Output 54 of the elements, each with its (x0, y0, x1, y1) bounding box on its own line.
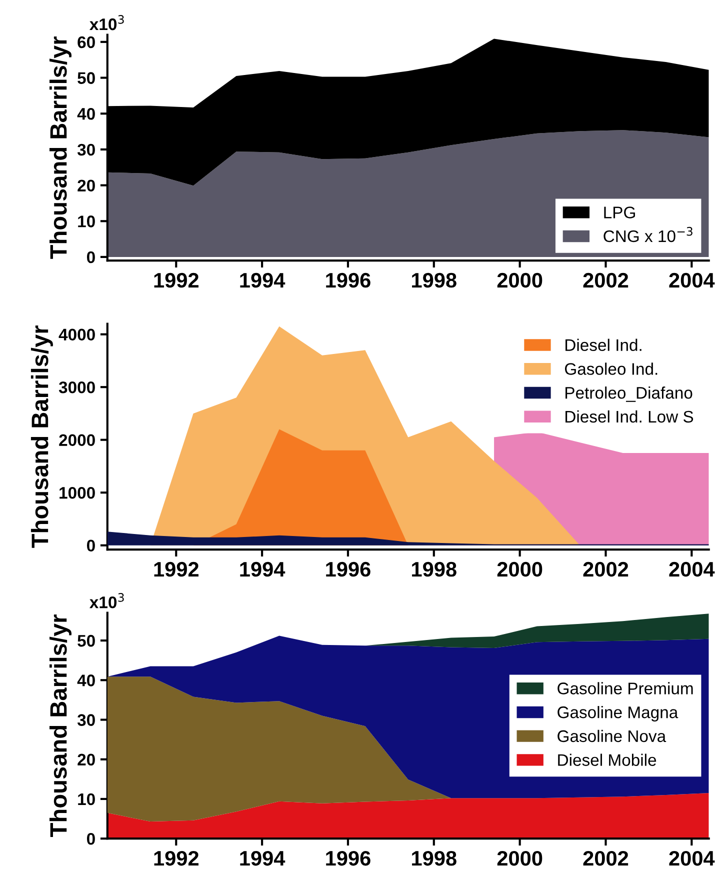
y-axis-title: Thousand Barrils/yr (49, 614, 72, 837)
x-tick-label: 1996 (326, 850, 370, 866)
x-tick-label: 1998 (412, 272, 456, 288)
x-tick-label: 2002 (583, 562, 628, 577)
x-tick-label: 2000 (497, 562, 542, 577)
x-tick-label: 1992 (154, 562, 198, 577)
y-tick-label: 0 (86, 540, 95, 552)
y-tick-label: 40 (77, 108, 95, 120)
y-tick-label: 0 (86, 251, 95, 264)
x-tick-label: 1998 (412, 850, 456, 866)
y-tick-label: 2000 (59, 434, 95, 446)
legend-label: Petroleo_Diafano (566, 386, 692, 402)
x-tick-label: 1994 (240, 272, 286, 288)
y-tick-label: 20 (78, 180, 95, 192)
x-tick-label: 2000 (497, 850, 542, 866)
legend-label: Gasoline Premium (558, 682, 693, 694)
y-tick-label: 40 (77, 674, 95, 686)
legend-label: Gasoline Nova (558, 730, 666, 742)
x-tick-label: 1992 (154, 850, 198, 866)
text: x10$^{3}$ (90, 15, 124, 30)
y-axis-title: Thousand Barrils/yr (30, 326, 53, 548)
x-tick-label: 2002 (583, 850, 628, 866)
y-tick-label: 0 (86, 832, 95, 845)
y-tick-label: 10 (78, 216, 95, 228)
x-tick-label: 2002 (583, 272, 628, 288)
x-tick-label: 1998 (412, 562, 456, 577)
legend-label: Gasoline Magna (558, 706, 678, 722)
y-tick-label: 10 (78, 793, 95, 806)
y-tick-label: 3000 (58, 381, 95, 394)
x-tick-label: 2004 (669, 562, 715, 577)
legend-label: Gasoleo Ind. (564, 362, 658, 375)
x-tick-label: 1992 (154, 272, 198, 288)
y-tick-label: 60 (78, 36, 95, 48)
legend-label: Diesel Mobile (558, 754, 656, 766)
y-axis-title: Thousand Barrils/yr (49, 36, 72, 259)
legend-label: Diesel Ind. Low S (566, 410, 694, 423)
x-tick-label: 1996 (326, 272, 370, 288)
legend-label: CNG x 10$^{−3}$ (604, 226, 692, 242)
y-tick-label: 30 (77, 714, 95, 726)
y-tick-label: 50 (78, 72, 95, 84)
legend-label: LPG (604, 206, 635, 218)
y-tick-label: 20 (78, 754, 95, 766)
x-tick-label: 2000 (497, 272, 542, 288)
y-tick-label: 30 (77, 144, 95, 156)
x-tick-label: 1994 (240, 850, 286, 866)
x-tick-label: 1994 (240, 562, 286, 577)
legend-label: Diesel Ind. (566, 338, 642, 352)
text: x10$^{3}$ (90, 593, 124, 608)
x-tick-label: 2004 (669, 272, 715, 288)
y-tick-label: 1000 (60, 486, 95, 499)
x-tick-label: 1996 (326, 562, 370, 577)
x-tick-label: 2004 (669, 850, 715, 866)
y-tick-label: 50 (78, 634, 95, 647)
y-tick-label: 4000 (58, 328, 95, 341)
